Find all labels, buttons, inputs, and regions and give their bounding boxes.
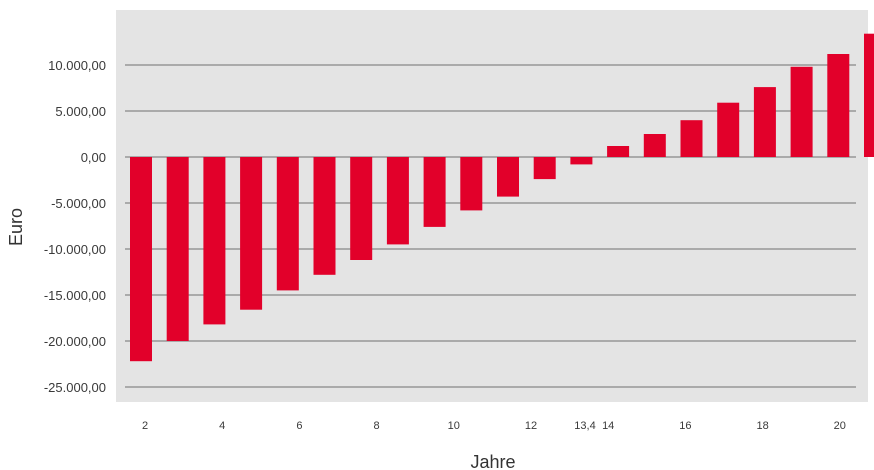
bar bbox=[460, 157, 483, 211]
bar bbox=[753, 87, 776, 157]
bar bbox=[130, 157, 152, 362]
y-tick-label: 5.000,00 bbox=[55, 104, 106, 119]
bar bbox=[607, 146, 630, 157]
x-tick-label: 4 bbox=[219, 420, 225, 432]
bar bbox=[533, 157, 556, 180]
bar bbox=[643, 134, 666, 157]
bar bbox=[386, 157, 409, 245]
bar bbox=[423, 157, 446, 227]
x-tick-label: 6 bbox=[296, 420, 302, 432]
bar bbox=[350, 157, 373, 260]
x-tick-label: 8 bbox=[374, 420, 380, 432]
y-axis-title: Euro bbox=[6, 208, 26, 246]
bar bbox=[570, 157, 593, 165]
x-tick-label: 20 bbox=[834, 420, 846, 432]
x-tick-label: 18 bbox=[756, 420, 768, 432]
x-tick-label: 10 bbox=[448, 420, 460, 432]
bar bbox=[790, 66, 813, 157]
y-tick-label: -15.000,00 bbox=[44, 288, 106, 303]
bar bbox=[203, 157, 226, 325]
y-tick-label: 0,00 bbox=[81, 150, 106, 165]
x-tick-label: 14 bbox=[602, 420, 614, 432]
y-tick-label: -20.000,00 bbox=[44, 334, 106, 349]
bar bbox=[717, 102, 740, 157]
bars bbox=[130, 33, 874, 362]
plot-area bbox=[116, 10, 868, 402]
x-axis-title: Jahre bbox=[470, 452, 515, 470]
x-tick-label: 2 bbox=[142, 420, 148, 432]
x-tick-label: 12 bbox=[525, 420, 537, 432]
bar bbox=[864, 33, 874, 158]
y-tick-label: -10.000,00 bbox=[44, 242, 106, 257]
x-tick-labels: 2 4 6 8 10 12 13,4 14 16 18 20 bbox=[142, 420, 846, 432]
bar bbox=[240, 157, 263, 310]
bar bbox=[497, 157, 519, 197]
y-tick-label: -5.000,00 bbox=[51, 196, 106, 211]
bar bbox=[276, 157, 299, 291]
y-tick-label: -25.000,00 bbox=[44, 380, 106, 395]
x-tick-label: 13,4 bbox=[574, 420, 595, 432]
bar bbox=[166, 157, 189, 341]
y-tick-label: 10.000,00 bbox=[48, 58, 106, 73]
y-tick-labels: 10.000,00 5.000,00 0,00 -5.000,00 -10.000,00… bbox=[44, 58, 106, 395]
bar bbox=[680, 120, 703, 157]
x-tick-label: 16 bbox=[679, 420, 691, 432]
bar bbox=[827, 54, 850, 157]
bar bbox=[313, 157, 336, 275]
